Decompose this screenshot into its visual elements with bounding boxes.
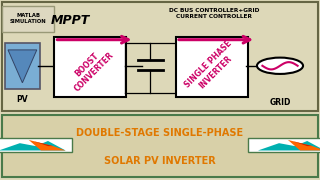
FancyBboxPatch shape: [2, 6, 54, 32]
Polygon shape: [288, 140, 320, 150]
FancyBboxPatch shape: [2, 115, 318, 177]
Polygon shape: [293, 141, 313, 146]
Text: MPPT: MPPT: [51, 14, 90, 27]
FancyBboxPatch shape: [54, 37, 126, 97]
Text: DOUBLE-STAGE SINGLE-PHASE: DOUBLE-STAGE SINGLE-PHASE: [76, 128, 244, 138]
FancyBboxPatch shape: [248, 138, 320, 152]
Polygon shape: [0, 141, 66, 150]
Text: DC BUS CONTROLLER+GRID
CURRENT CONTROLLER: DC BUS CONTROLLER+GRID CURRENT CONTROLLE…: [169, 8, 260, 19]
Polygon shape: [29, 140, 66, 150]
Polygon shape: [258, 141, 320, 150]
Polygon shape: [8, 50, 37, 83]
Circle shape: [257, 58, 303, 74]
Text: GRID: GRID: [269, 98, 291, 107]
FancyBboxPatch shape: [176, 37, 248, 97]
Text: BOOST
CONVERTER: BOOST CONVERTER: [65, 43, 116, 93]
Text: PV: PV: [17, 95, 28, 104]
FancyBboxPatch shape: [0, 138, 72, 152]
Text: MATLAB
SIMULATION: MATLAB SIMULATION: [10, 13, 46, 24]
Text: SOLAR PV INVERTER: SOLAR PV INVERTER: [104, 156, 216, 166]
FancyBboxPatch shape: [5, 42, 40, 89]
FancyBboxPatch shape: [2, 2, 318, 111]
Text: SINGLE PHASE
INVERTER: SINGLE PHASE INVERTER: [183, 39, 241, 97]
Polygon shape: [34, 141, 53, 146]
